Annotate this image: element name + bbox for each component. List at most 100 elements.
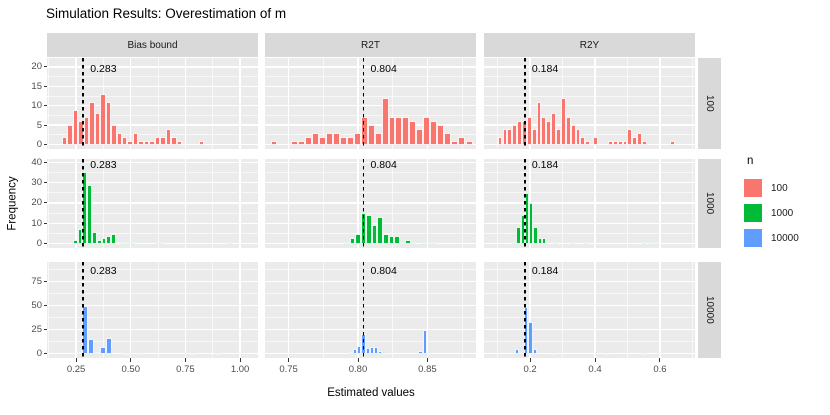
histogram-bar xyxy=(423,117,431,145)
plot-title: Simulation Results: Overestimation of m xyxy=(46,6,287,21)
gridline xyxy=(212,159,214,248)
gridline xyxy=(130,262,132,358)
y-tick-label: 15 xyxy=(31,80,42,92)
gridline xyxy=(627,159,629,248)
reference-line xyxy=(82,159,85,248)
legend-item-100: 100 xyxy=(744,179,799,197)
y-tick-label: 5 xyxy=(36,119,42,131)
histogram-bar xyxy=(226,241,232,244)
x-tick-label: 0.80 xyxy=(348,364,368,375)
histogram-bar xyxy=(570,241,575,244)
reference-line xyxy=(524,159,526,248)
histogram-bar xyxy=(105,101,112,145)
gridline xyxy=(265,317,476,319)
axis-tick xyxy=(43,66,47,68)
facet-strip-r2y: R2Y xyxy=(484,33,695,57)
facet-strip-label: R2T xyxy=(361,39,380,51)
y-tick-label: 10 xyxy=(31,100,42,112)
gridline xyxy=(47,124,258,126)
y-tick-label: 50 xyxy=(31,299,42,311)
histogram-bar xyxy=(371,225,378,244)
histogram-bar xyxy=(421,241,428,244)
gridline xyxy=(265,66,476,68)
histogram-bar xyxy=(349,237,356,244)
histogram-bar xyxy=(149,140,155,145)
histogram-bar xyxy=(120,241,126,244)
gridline xyxy=(484,243,695,245)
legend-item-label: 100 xyxy=(771,182,788,194)
gridline xyxy=(484,95,695,97)
axis-tick xyxy=(43,353,47,355)
gridline xyxy=(461,262,463,358)
histogram-bar xyxy=(138,140,144,145)
gridline xyxy=(265,268,476,270)
gridline xyxy=(47,212,258,214)
facet-strip-n10000: 10000 xyxy=(698,262,721,358)
gridline xyxy=(392,58,394,149)
gridline xyxy=(265,105,476,107)
gridline xyxy=(130,58,132,149)
gridline xyxy=(659,58,661,149)
histogram-bar xyxy=(61,136,68,145)
y-tick-label: 40 xyxy=(31,156,42,168)
histogram-bar xyxy=(67,125,73,145)
histogram-bar xyxy=(127,140,133,145)
histogram-bar xyxy=(512,125,518,145)
histogram-bar xyxy=(339,136,347,145)
gridline xyxy=(287,58,290,149)
y-tick-label: 75 xyxy=(31,275,42,287)
gridline xyxy=(484,172,695,174)
histogram-bar xyxy=(642,140,647,145)
gridline xyxy=(392,262,394,358)
gridline xyxy=(392,159,394,248)
histogram-bar xyxy=(160,136,166,145)
reference-value-label: 0.283 xyxy=(90,62,117,75)
histogram-bar xyxy=(541,237,546,244)
gridline xyxy=(484,352,695,355)
gridline xyxy=(212,262,214,358)
histogram-bar xyxy=(75,351,82,354)
histogram-bar xyxy=(143,140,150,145)
axis-tick xyxy=(43,329,47,331)
axis-tick xyxy=(288,358,290,362)
y-tick-label: 0 xyxy=(36,139,42,151)
histogram-bar xyxy=(426,352,431,355)
histogram-bar xyxy=(537,237,542,244)
gridline xyxy=(484,293,695,294)
histogram-bar xyxy=(77,229,83,244)
gridline xyxy=(287,159,290,248)
histogram-bar xyxy=(410,241,417,244)
gridline xyxy=(47,280,258,282)
histogram-bar xyxy=(437,125,445,145)
gridline xyxy=(47,76,258,78)
gridline xyxy=(265,202,476,204)
reference-line xyxy=(82,262,85,358)
gridline xyxy=(47,293,258,294)
gridline xyxy=(562,262,564,358)
histogram-bar xyxy=(132,132,139,145)
histogram-bar xyxy=(365,347,370,354)
axis-tick xyxy=(43,161,47,163)
facet-strip-label: R2Y xyxy=(579,39,600,51)
histogram-bar xyxy=(87,339,94,354)
histogram-bar xyxy=(418,350,423,354)
histogram-bar xyxy=(497,136,503,145)
histogram-bar xyxy=(130,241,136,244)
histogram-bar xyxy=(399,241,406,244)
histogram-bar xyxy=(111,125,117,145)
gridline xyxy=(47,134,258,136)
panel-r2y-n100: 0.184 xyxy=(484,58,695,149)
gridline xyxy=(287,262,290,358)
gridline xyxy=(184,159,187,248)
histogram-bar xyxy=(632,136,638,145)
histogram-bar xyxy=(575,129,581,145)
gridline xyxy=(265,85,476,88)
histogram-bar xyxy=(106,338,113,354)
axis-tick xyxy=(43,85,47,87)
histogram-bar xyxy=(565,117,571,145)
histogram-bar xyxy=(617,140,623,145)
histogram-bar xyxy=(326,132,334,145)
histogram-bar xyxy=(655,241,660,244)
x-axis-title: Estimated values xyxy=(327,387,415,399)
x-tick-label: 0.50 xyxy=(121,364,140,375)
